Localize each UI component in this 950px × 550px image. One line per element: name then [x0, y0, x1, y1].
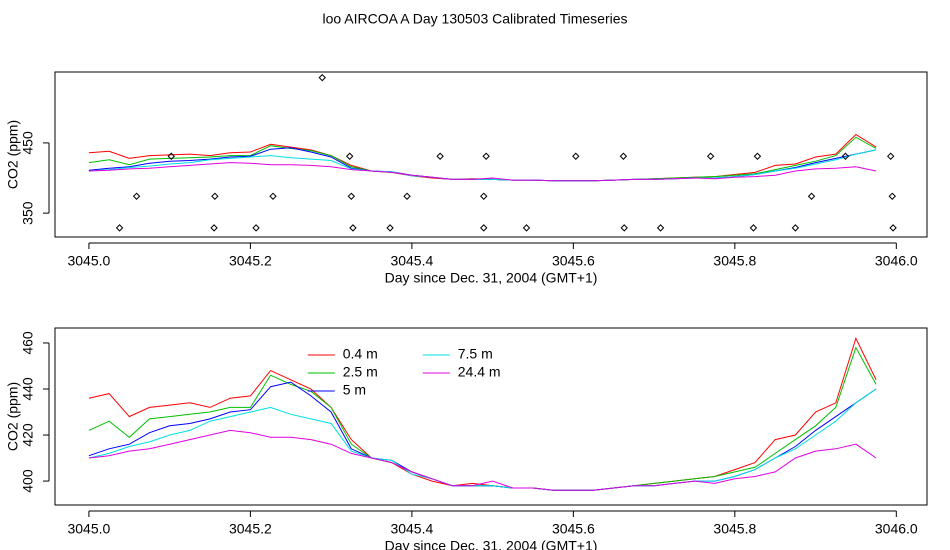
scatter-point [132, 192, 141, 200]
x-tick-label: 3045.8 [713, 521, 756, 537]
series-line [88, 388, 877, 491]
x-tick-label: 3045.4 [390, 521, 433, 537]
series-line [88, 149, 877, 182]
y-tick-label: 440 [20, 377, 36, 401]
x-tick-label: 3045.0 [67, 253, 110, 269]
scatter-point [403, 192, 411, 200]
x-tick-label: 3045.0 [67, 521, 110, 537]
y-tick-label: 450 [20, 131, 36, 155]
legend-label: 24.4 m [458, 364, 501, 380]
scatter-point [791, 224, 800, 232]
scatter-point [619, 152, 628, 160]
series-line [88, 429, 877, 491]
x-tick-label: 3045.6 [552, 521, 595, 537]
legend-label: 2.5 m [343, 364, 378, 380]
scatter-point [345, 152, 354, 160]
scatter-point [115, 224, 124, 232]
scatter-point [480, 192, 488, 200]
scatter-point [252, 224, 260, 232]
scatter-point [620, 224, 628, 232]
scatter-point [706, 152, 715, 160]
scatter-point [347, 192, 356, 200]
x-tick-label: 3045.6 [552, 253, 595, 269]
scatter-point [522, 224, 531, 232]
scatter-point [889, 224, 897, 232]
y-tick-label: 400 [20, 469, 36, 493]
scatter-point [841, 152, 850, 160]
legend-label: 7.5 m [458, 346, 493, 362]
series-line [88, 162, 877, 182]
scatter-point [888, 192, 896, 200]
scatter-point [482, 152, 490, 160]
x-tick-label: 3045.4 [390, 253, 433, 269]
scatter-point [886, 152, 895, 160]
x-tick-label: 3046.0 [875, 253, 918, 269]
scatter-point [167, 152, 175, 160]
scatter-point [480, 224, 488, 232]
scatter-point [749, 224, 758, 232]
y-axis-label: CO2 (ppm) [5, 120, 21, 189]
x-tick-label: 3045.2 [229, 521, 272, 537]
scatter-point [807, 192, 816, 200]
plot-frame [54, 71, 928, 238]
scatter-point [210, 224, 218, 232]
x-axis-label: Day since Dec. 31, 2004 (GMT+1) [385, 538, 598, 550]
scatter-point [436, 152, 444, 160]
scatter-point [269, 192, 277, 200]
scatter-point [656, 224, 665, 232]
y-axis-label: CO2 (ppm) [5, 382, 21, 451]
plot-frame [54, 327, 928, 506]
scatter-point [349, 224, 357, 232]
scatter-point [318, 73, 326, 82]
legend-label: 5 m [343, 382, 366, 398]
x-tick-label: 3045.8 [713, 253, 756, 269]
series-line [88, 337, 877, 491]
scatter-point [753, 152, 762, 160]
x-axis-label: Day since Dec. 31, 2004 (GMT+1) [385, 270, 598, 286]
x-tick-label: 3046.0 [875, 521, 918, 537]
y-tick-label: 460 [20, 331, 36, 355]
y-tick-label: 350 [20, 201, 36, 225]
x-tick-label: 3045.2 [229, 253, 272, 269]
figure-title: loo AIRCOA A Day 130503 Calibrated Times… [322, 11, 627, 27]
y-tick-label: 420 [20, 423, 36, 447]
legend-label: 0.4 m [343, 346, 378, 362]
scatter-point [572, 152, 580, 160]
scatter-point [386, 224, 394, 232]
scatter-point [211, 192, 219, 200]
